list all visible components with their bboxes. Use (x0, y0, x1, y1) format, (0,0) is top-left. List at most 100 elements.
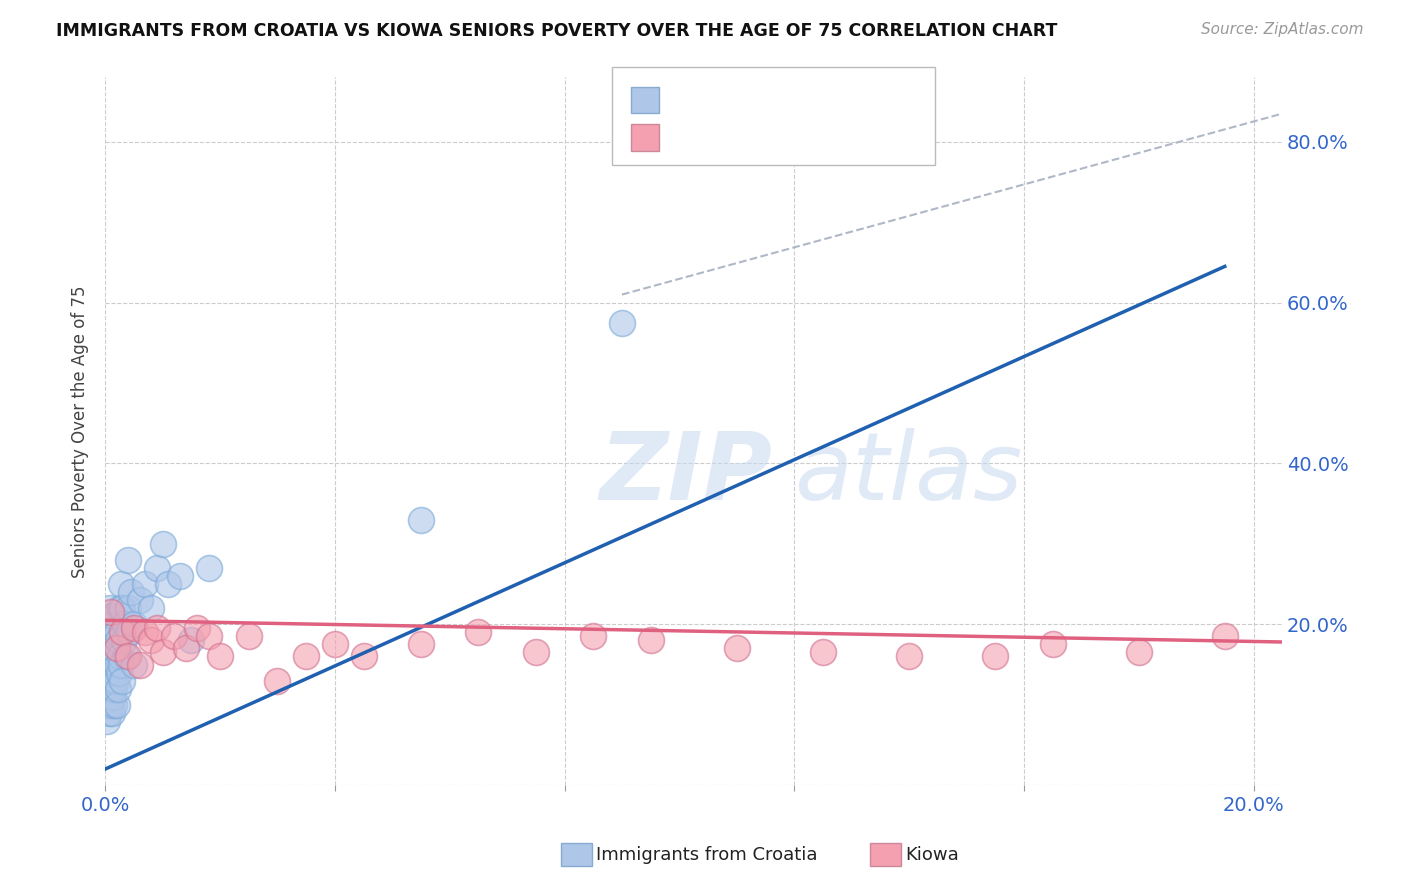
Point (97, 681, 120, 696)
Text: R = -0.036   N = 32: R = -0.036 N = 32 (666, 119, 844, 136)
Point (1042, 637, 1064, 651)
Point (197, 561, 219, 575)
Point (122, 617, 145, 632)
Point (98, 641, 121, 656)
Y-axis label: Seniors Poverty Over the Age of 75: Seniors Poverty Over the Age of 75 (72, 285, 89, 577)
Point (174, 641, 197, 656)
Point (582, 629, 605, 643)
Point (105, 657, 128, 672)
Point (104, 649, 127, 664)
Point (180, 633, 202, 648)
Text: Immigrants from Croatia: Immigrants from Croatia (596, 846, 818, 863)
Point (96, 657, 118, 672)
Point (105, 673, 128, 688)
Point (97, 649, 120, 664)
Point (146, 561, 169, 575)
Point (98, 706, 121, 720)
Text: Kiowa: Kiowa (905, 846, 959, 863)
Point (134, 577, 156, 591)
Point (122, 657, 145, 672)
Point (100, 605, 122, 619)
Point (104, 665, 127, 680)
Point (811, 645, 834, 659)
Point (108, 601, 131, 615)
Point (112, 633, 135, 648)
Point (157, 577, 180, 591)
Point (98, 690, 121, 704)
Point (114, 617, 136, 632)
Point (640, 633, 662, 648)
Point (1213, 629, 1236, 643)
Point (118, 625, 141, 640)
Point (101, 649, 124, 664)
Point (169, 569, 191, 583)
Point (295, 649, 318, 664)
Point (725, 641, 748, 656)
Point (146, 621, 169, 635)
Point (467, 625, 489, 640)
Point (108, 649, 131, 664)
Point (96, 698, 118, 712)
Point (100, 681, 122, 696)
Point (409, 513, 432, 527)
Point (111, 625, 134, 640)
Point (98, 601, 121, 615)
Text: R =  0.649   N = 65: R = 0.649 N = 65 (666, 82, 842, 100)
Point (101, 625, 124, 640)
Point (111, 601, 134, 615)
Point (96, 633, 118, 648)
Point (101, 690, 124, 704)
Text: atlas: atlas (794, 428, 1022, 519)
Text: Source: ZipAtlas.com: Source: ZipAtlas.com (1201, 22, 1364, 37)
Point (524, 645, 547, 659)
Point (100, 609, 122, 624)
Point (323, 637, 346, 651)
Point (610, 316, 633, 330)
Point (108, 665, 131, 680)
Text: ZIP: ZIP (599, 428, 772, 520)
Point (105, 698, 128, 712)
Point (209, 649, 232, 664)
Point (107, 633, 129, 648)
Point (103, 698, 125, 712)
Point (96, 714, 118, 728)
Point (197, 629, 219, 643)
Point (115, 649, 138, 664)
Point (122, 621, 145, 635)
Point (134, 625, 156, 640)
Point (238, 629, 260, 643)
Point (152, 645, 174, 659)
Point (984, 649, 1007, 664)
Point (152, 537, 174, 551)
Point (353, 649, 375, 664)
Text: IMMIGRANTS FROM CROATIA VS KIOWA SENIORS POVERTY OVER THE AGE OF 75 CORRELATION : IMMIGRANTS FROM CROATIA VS KIOWA SENIORS… (56, 22, 1057, 40)
Point (139, 601, 162, 615)
Point (110, 657, 132, 672)
Point (105, 625, 128, 640)
Point (97, 698, 120, 712)
Point (1128, 645, 1150, 659)
Point (128, 593, 150, 607)
Point (103, 681, 125, 696)
Point (117, 601, 139, 615)
Point (103, 641, 125, 656)
Point (111, 673, 134, 688)
Point (898, 649, 921, 664)
Point (110, 577, 132, 591)
Point (98, 665, 121, 680)
Point (409, 637, 432, 651)
Point (103, 673, 125, 688)
Point (107, 681, 129, 696)
Point (97, 617, 120, 632)
Point (163, 629, 186, 643)
Point (100, 657, 122, 672)
Point (117, 649, 139, 664)
Point (100, 625, 122, 640)
Point (186, 621, 208, 635)
Point (103, 617, 125, 632)
Point (120, 585, 142, 599)
Point (103, 609, 125, 624)
Point (100, 633, 122, 648)
Point (139, 633, 162, 648)
Point (117, 553, 139, 567)
